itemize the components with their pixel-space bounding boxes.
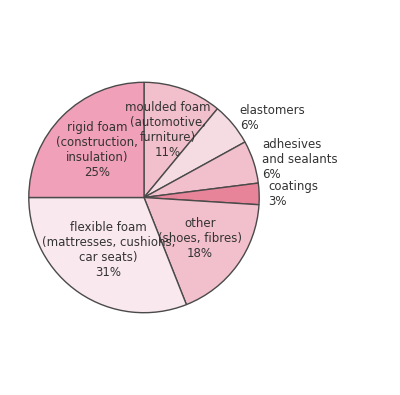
Wedge shape (144, 142, 258, 198)
Text: flexible foam
(mattresses, cushions,
car seats)
31%: flexible foam (mattresses, cushions, car… (42, 221, 175, 279)
Wedge shape (144, 183, 259, 205)
Wedge shape (29, 198, 186, 313)
Text: coatings
3%: coatings 3% (268, 180, 318, 208)
Text: elastomers
6%: elastomers 6% (240, 104, 306, 132)
Wedge shape (29, 82, 144, 198)
Wedge shape (144, 198, 259, 305)
Text: moulded foam
(automotive,
furniture)
11%: moulded foam (automotive, furniture) 11% (126, 101, 211, 159)
Text: rigid foam
(construction,
insulation)
25%: rigid foam (construction, insulation) 25… (56, 121, 138, 179)
Text: other
(shoes, fibres)
18%: other (shoes, fibres) 18% (158, 216, 242, 260)
Wedge shape (144, 82, 218, 198)
Wedge shape (144, 109, 245, 198)
Text: adhesives
and sealants
6%: adhesives and sealants 6% (262, 137, 338, 181)
